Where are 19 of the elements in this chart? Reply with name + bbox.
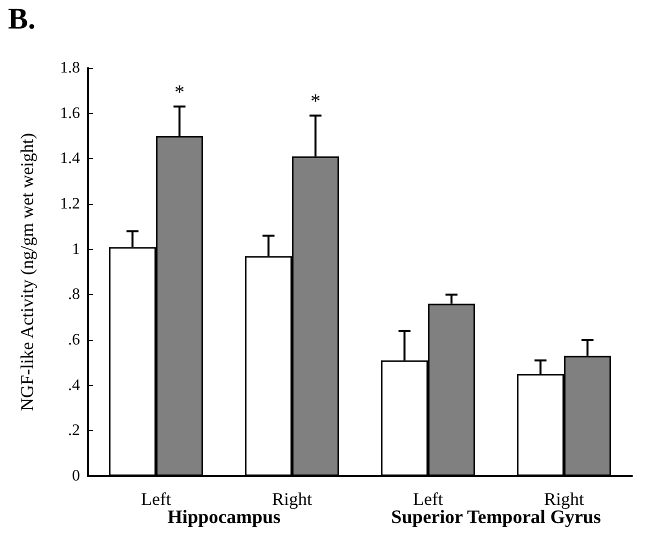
y-tick-label: .2 xyxy=(68,422,80,440)
y-tick-label: 1 xyxy=(72,240,80,258)
x-tick-label: Right xyxy=(272,489,312,509)
chart-title: B. xyxy=(8,2,36,36)
text: Hippocampus xyxy=(168,507,280,528)
y-tick-label: 1.8 xyxy=(60,60,80,76)
y-tick-label: .6 xyxy=(68,332,80,348)
y-tick-label: .8 xyxy=(68,286,80,304)
y-tick-label: .4 xyxy=(68,376,80,394)
y-axis-title: NGF-like Activity (ng/gm wet weight) xyxy=(17,133,37,411)
y-tick-label: 1.4 xyxy=(60,150,80,168)
y-tick-label: 1.6 xyxy=(60,104,80,122)
data-label: * xyxy=(310,90,320,113)
x-tick-label: Left xyxy=(141,489,171,509)
x-tick-label: Left xyxy=(413,489,443,509)
y-tick-label: 0 xyxy=(72,468,80,484)
data-label: * xyxy=(174,82,184,104)
x-tick-label: Right xyxy=(544,489,584,509)
y-tick-label: 1.2 xyxy=(60,196,80,212)
